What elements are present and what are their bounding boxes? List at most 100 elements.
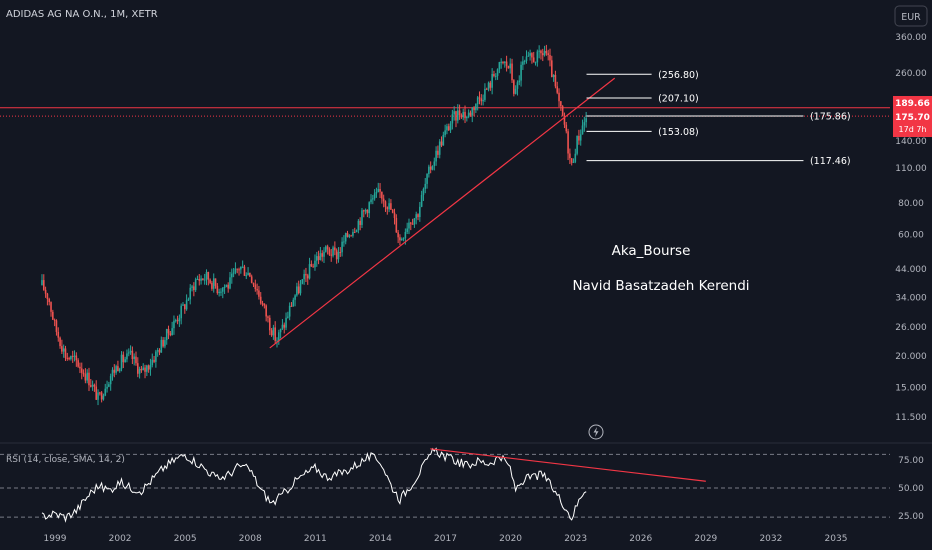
- price-axis-tick-label: 20.000: [895, 352, 927, 362]
- candle-body: [287, 316, 289, 318]
- candle-body: [520, 64, 522, 81]
- candle-body: [464, 111, 466, 119]
- rsi-indicator-pane[interactable]: 75.00 50.00 25.00: [0, 442, 932, 523]
- candle-body: [469, 112, 472, 116]
- candle-body: [493, 74, 495, 77]
- candle-body: [42, 280, 45, 290]
- candle-body: [52, 311, 54, 320]
- candle-body: [290, 305, 293, 307]
- candle-body: [50, 302, 52, 312]
- candle-body: [505, 61, 508, 66]
- watermark-line-1: Aka_Bourse: [612, 243, 691, 259]
- candle-body: [321, 253, 324, 257]
- candle-body: [541, 53, 544, 56]
- candle-body: [373, 193, 376, 199]
- time-axis-tick-label: 2014: [369, 534, 392, 544]
- candle-body: [377, 189, 380, 193]
- candle-body: [359, 220, 361, 225]
- candle-body: [388, 203, 390, 210]
- candle-body: [583, 122, 586, 126]
- candle-body: [64, 348, 67, 358]
- candle-body: [339, 252, 342, 254]
- candle-body: [343, 241, 345, 243]
- candle-body: [218, 291, 220, 294]
- candle-body: [111, 369, 114, 377]
- candle-body: [357, 220, 360, 231]
- time-axis-tick-label: 2032: [759, 534, 782, 544]
- candle-body: [146, 365, 148, 372]
- candle-body: [323, 251, 325, 257]
- candle-body: [518, 80, 521, 83]
- candle-body: [234, 268, 237, 273]
- candle-body: [216, 285, 219, 294]
- lightning-bolt-icon[interactable]: [588, 424, 604, 440]
- last-price-tag: [893, 109, 932, 137]
- candle-body: [578, 136, 580, 141]
- candle-body: [301, 279, 304, 284]
- currency-label[interactable]: EUR: [901, 12, 921, 23]
- candle-body: [99, 392, 101, 394]
- candle-body: [46, 293, 49, 299]
- rsi-trendline[interactable]: [430, 448, 706, 482]
- candle-body: [422, 188, 425, 195]
- candle-body: [337, 252, 340, 260]
- price-axis-tick-label: 34.000: [895, 293, 927, 303]
- candle-body: [525, 56, 528, 61]
- candle-body: [529, 53, 531, 56]
- candle-body: [203, 279, 206, 281]
- candle-body: [227, 284, 229, 289]
- candle-body: [543, 50, 546, 56]
- time-axis-tick-label: 2035: [825, 534, 848, 544]
- candle-body: [330, 254, 333, 256]
- candle-body: [308, 264, 311, 279]
- candle-body: [252, 282, 255, 285]
- time-axis[interactable]: 1999 2002 2005 2008 2011 2014 2017 2020 2023 2026…: [44, 534, 848, 544]
- fib-level-label: (117.46): [810, 156, 851, 167]
- candle-body: [426, 173, 428, 184]
- candle-body: [509, 63, 512, 69]
- candle-body: [560, 101, 562, 107]
- candle-body: [193, 286, 195, 291]
- currency-button[interactable]: [894, 5, 928, 27]
- support-trendline[interactable]: [269, 77, 616, 349]
- candle-body: [147, 365, 150, 370]
- candle-body: [102, 395, 105, 400]
- candle-body: [137, 363, 139, 374]
- candle-body: [180, 305, 182, 319]
- candle-body: [534, 62, 537, 64]
- candle-body: [344, 233, 347, 242]
- candle-body: [551, 60, 553, 77]
- candle-body: [265, 305, 267, 317]
- time-axis-tick-label: 2029: [694, 534, 717, 544]
- candle-body: [364, 209, 367, 212]
- candle-body: [133, 356, 135, 360]
- candle-body: [346, 233, 349, 237]
- candle-body: [467, 112, 470, 118]
- candle-body: [276, 340, 278, 342]
- candle-body: [241, 266, 244, 268]
- candle-body: [200, 278, 202, 281]
- main-price-plot[interactable]: (256.80) (207.10) (175.86) (153.08) (117.46): [0, 44, 890, 406]
- candle-body: [118, 368, 121, 372]
- candle-body: [187, 299, 190, 301]
- candle-body: [272, 327, 275, 336]
- candle-body: [391, 209, 394, 213]
- candle-body: [554, 74, 557, 87]
- candle-body: [332, 247, 334, 256]
- candle-body: [240, 266, 242, 270]
- candle-body: [484, 88, 486, 100]
- candle-body: [88, 372, 90, 386]
- candle-body: [285, 317, 287, 328]
- candle-body: [355, 230, 358, 233]
- candle-body: [194, 279, 197, 291]
- fib-level-label: (153.08): [658, 127, 699, 138]
- candle-body: [176, 320, 179, 322]
- candle-body: [538, 50, 540, 52]
- candle-body: [297, 286, 300, 294]
- time-axis-tick-label: 2002: [109, 534, 132, 544]
- candle-body: [516, 82, 519, 89]
- candle-body: [386, 206, 389, 210]
- candle-body: [151, 359, 154, 366]
- candle-body: [466, 117, 468, 119]
- candle-body: [384, 201, 387, 207]
